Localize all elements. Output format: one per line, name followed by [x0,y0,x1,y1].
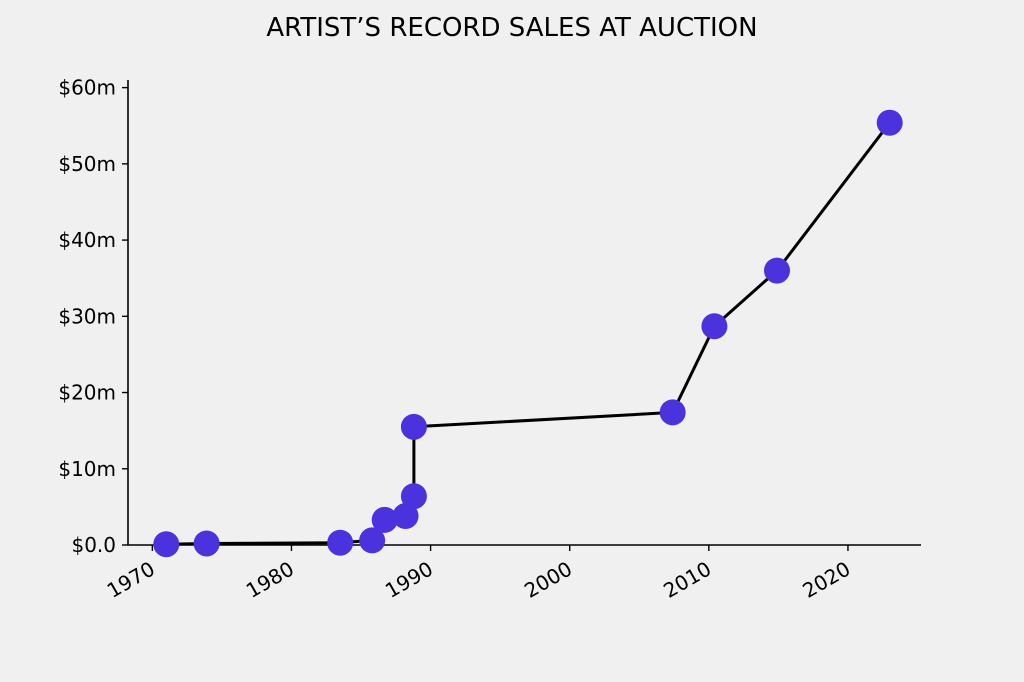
data-point [701,313,728,340]
y-tick-label: $20m [58,381,116,405]
series-line [166,121,891,546]
data-point [400,413,427,440]
y-tick-label: $50m [58,152,116,176]
plot-area [153,109,903,558]
y-tick-label: $40m [58,228,116,252]
data-point [392,503,419,530]
data-point [193,530,220,557]
data-point [371,506,398,533]
data-point [764,257,791,284]
y-tick-label: $10m [58,457,116,481]
x-tick-label: 2020 [798,557,854,603]
x-tick-label: 1990 [381,557,437,603]
x-tick-label: 2010 [659,557,715,603]
data-point [400,483,427,510]
data-point [327,529,354,556]
data-point [153,531,180,558]
y-tick-label: $30m [58,304,116,328]
x-tick-label: 1970 [103,557,159,603]
y-tick-label: $60m [58,76,116,100]
y-axis: $0.0 $10m $20m $30m $40m $50m $60m [58,76,129,557]
x-tick-label: 2000 [520,557,576,603]
chart-title: ARTIST’S RECORD SALES AT AUCTION [266,13,757,43]
data-point [876,109,903,136]
data-point [659,399,686,426]
x-axis: 1970 1980 1990 2000 2010 2020 [103,544,921,603]
data-point [359,527,386,554]
x-tick-label: 1980 [242,557,298,603]
y-tick-label: $0.0 [71,533,116,557]
